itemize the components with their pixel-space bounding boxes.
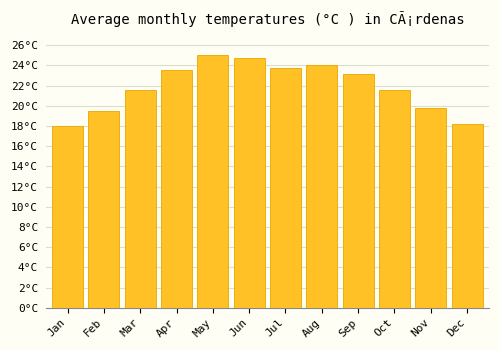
Bar [270,69,301,308]
Bar [88,111,120,308]
Bar [452,124,482,308]
Bar [234,58,264,308]
Bar [125,90,156,308]
Bar [379,90,410,308]
Bar [306,65,337,308]
Bar [416,108,446,308]
Bar [52,126,83,308]
Bar [342,74,374,308]
Bar [198,55,228,308]
Title: Average monthly temperatures (°C ) in CÃ¡rdenas: Average monthly temperatures (°C ) in CÃ… [70,11,464,27]
Bar [161,70,192,308]
